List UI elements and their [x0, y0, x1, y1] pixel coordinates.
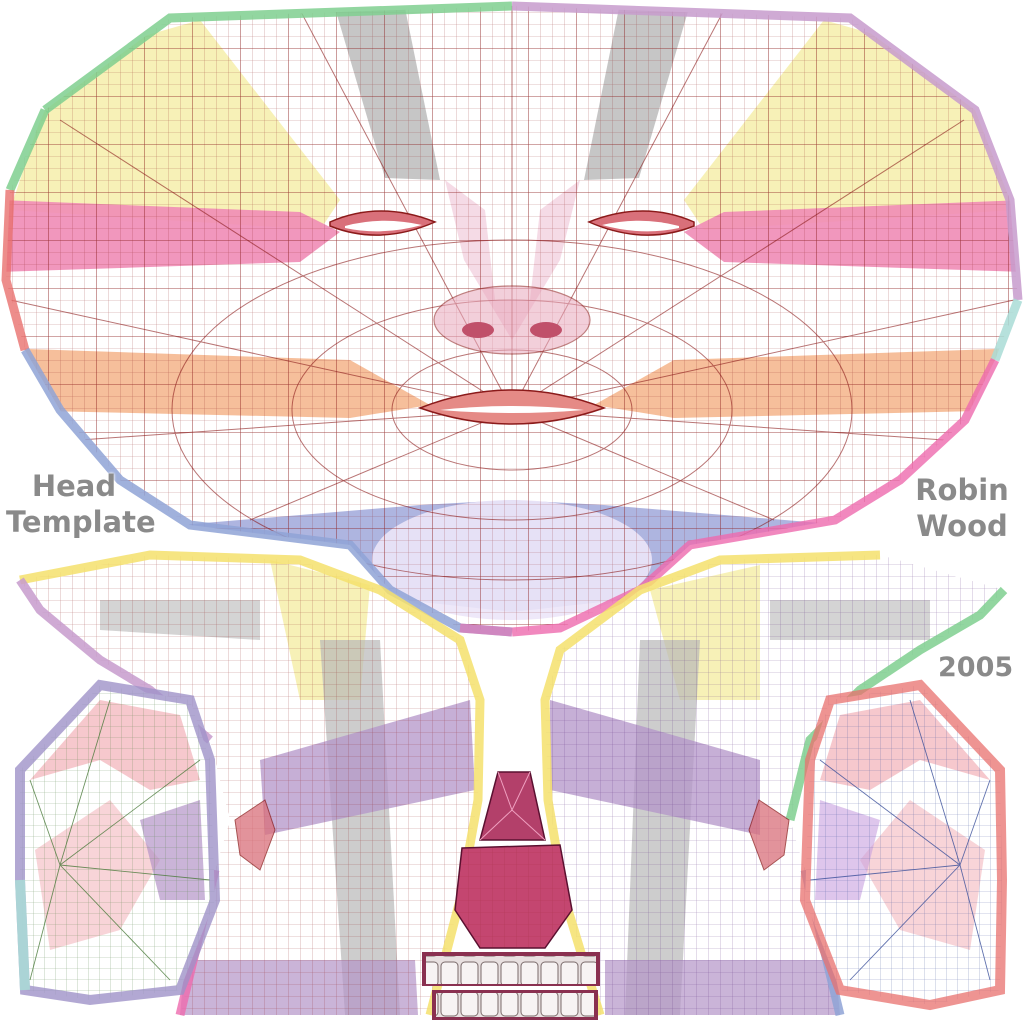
eye-left-opening — [329, 210, 437, 236]
side-head-right-uv-shell — [540, 550, 1008, 1017]
author-label: Robin Wood — [912, 472, 1012, 544]
lips-region — [417, 389, 607, 425]
head-template-label: Head Template — [6, 468, 156, 540]
author-label-line1: Robin — [915, 473, 1009, 507]
ear-right-uv-shell — [799, 679, 1008, 1011]
ear-canal-left — [234, 799, 276, 871]
author-label-line2: Wood — [916, 509, 1008, 543]
head-label-line1: Head — [31, 469, 117, 503]
tongue-uv-shell — [454, 771, 573, 949]
nose-region — [433, 285, 591, 355]
ear-canal-right — [748, 799, 790, 871]
face-uv-shell — [1, 1, 1023, 637]
year-label: 2005 — [938, 652, 1014, 683]
ear-left-uv-shell — [15, 679, 221, 1006]
eye-right-opening — [587, 210, 695, 236]
head-label-line2: Template — [6, 505, 156, 539]
teeth-texture — [422, 952, 600, 1020]
